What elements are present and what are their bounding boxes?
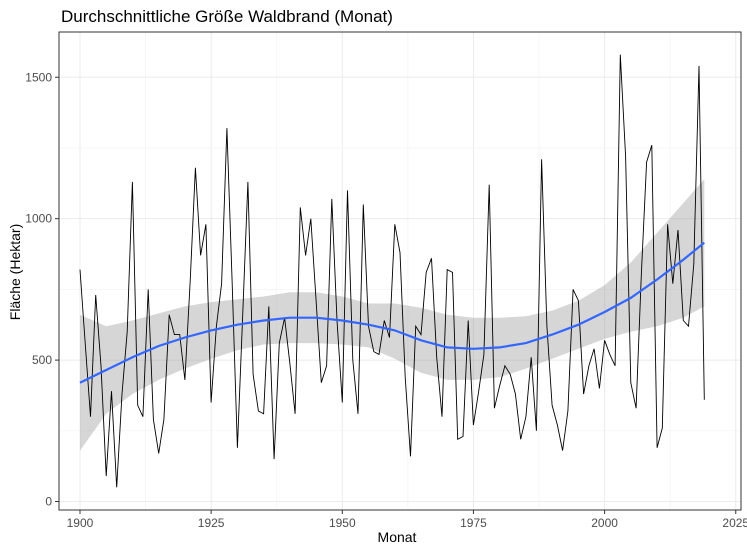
panel-border: [58, 31, 742, 511]
y-tick-label: 1000: [25, 212, 52, 226]
axes: 1900 1925 1950 1975 2000 2025 0 500 1000 1500: [25, 70, 747, 530]
x-axis-title: Monat: [378, 529, 417, 545]
chart-title: Durchschnittliche Größe Waldbrand (Monat…: [61, 7, 393, 26]
x-tick-label: 1925: [198, 516, 225, 530]
x-tick-label: 1900: [67, 516, 94, 530]
confidence-band-layer: [80, 179, 705, 451]
y-tick-label: 0: [45, 495, 52, 509]
trend-line: [79, 241, 705, 384]
y-axis-title: Fläche (Hektar): [7, 224, 23, 320]
series-line: [79, 54, 705, 488]
confidence-band: [80, 179, 705, 451]
grid: [59, 32, 741, 510]
trend-line-layer: [79, 241, 705, 384]
y-tick-label: 1500: [25, 70, 52, 84]
x-tick-label: 2025: [722, 516, 747, 530]
x-tick-label: 1975: [460, 516, 487, 530]
series-layer: [79, 54, 705, 488]
y-tick-label: 500: [32, 353, 52, 367]
x-tick-label: 2000: [591, 516, 618, 530]
x-tick-label: 1950: [329, 516, 356, 530]
